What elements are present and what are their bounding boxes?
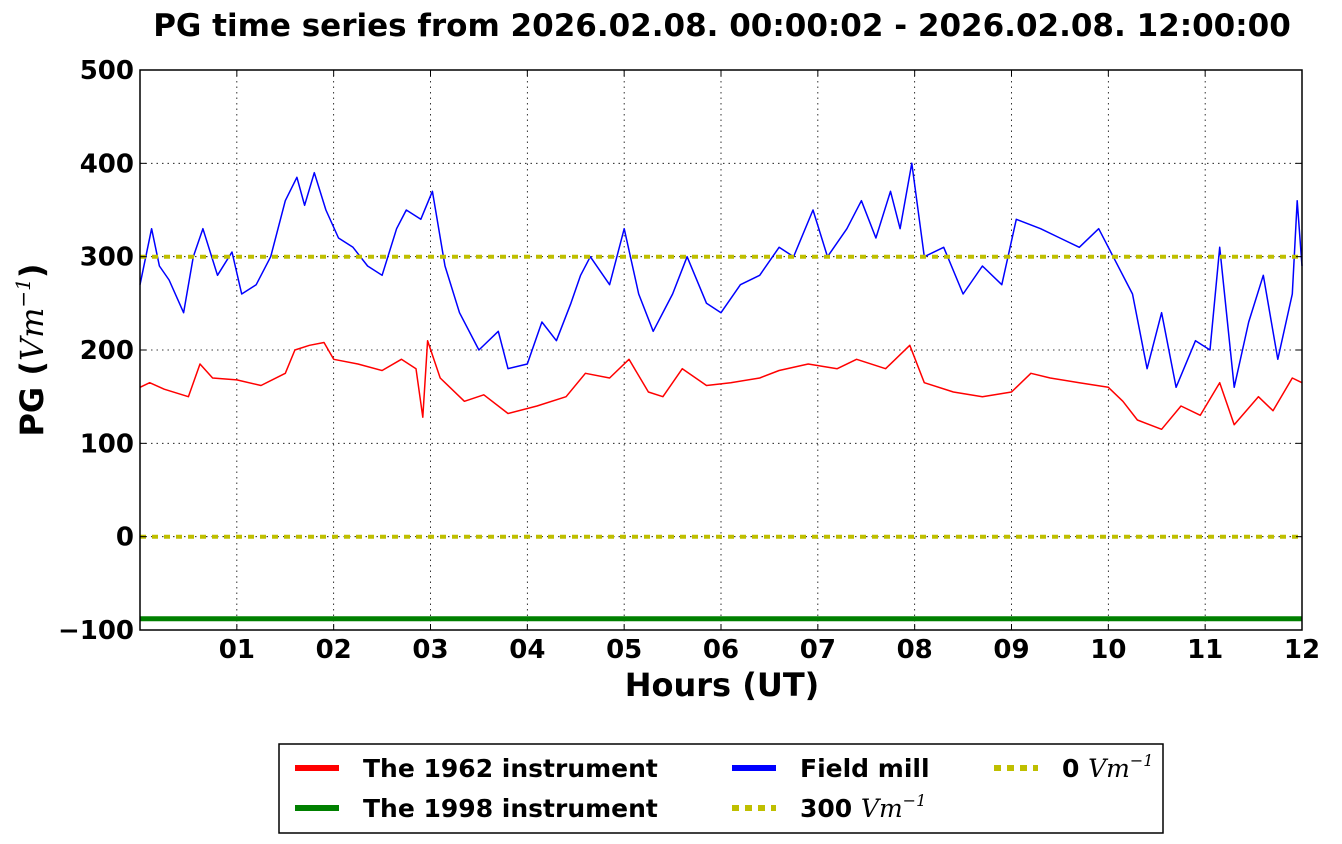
series-line-3: [139, 162, 1303, 389]
x-tick-label: 08: [897, 635, 933, 665]
legend-entry-text: The 1962 instrument: [363, 754, 658, 783]
y-axis-label-exponent: −1: [11, 278, 35, 307]
legend-entry-label: 0 Vm−1: [1062, 751, 1153, 783]
x-tick-label: 02: [316, 635, 352, 665]
y-tick-label: 500: [80, 56, 134, 86]
legend-entry-label: The 1962 instrument: [363, 754, 658, 783]
legend-entry-exponent: −1: [1130, 751, 1154, 770]
y-axis-label-unit: Vm: [13, 308, 51, 361]
y-tick-label: 400: [80, 149, 134, 179]
y-axis-label: PG (Vm−1): [11, 263, 51, 436]
series-layer: [139, 162, 1303, 622]
legend-entry-unit: Vm: [861, 794, 903, 823]
x-tick-label: 11: [1187, 635, 1223, 665]
axis-ticks: 01 02 03 04 05 06 07 08 09 10 11 12 −100 0 100 200 300 40…: [58, 56, 1320, 665]
legend-entry-label: 300 Vm−1: [800, 791, 926, 823]
series-line-1: [139, 339, 1303, 431]
legend-entry-text: 300: [800, 794, 861, 823]
y-tick-label: −100: [58, 616, 134, 646]
legend-entry-label: Field mill: [800, 754, 930, 783]
x-tick-label: 06: [703, 635, 739, 665]
x-tick-label: 10: [1090, 635, 1126, 665]
y-axis-label-suffix: ): [13, 263, 51, 278]
y-tick-label: 300: [80, 243, 134, 273]
legend-entry-text: The 1998 instrument: [363, 794, 658, 823]
legend-entry-unit: Vm: [1088, 754, 1130, 783]
x-tick-label: 12: [1284, 635, 1320, 665]
legend: The 1962 instrument The 1998 instrument Fi…: [278, 743, 1164, 834]
legend-entry-label: The 1998 instrument: [363, 794, 658, 823]
x-tick-label: 05: [606, 635, 642, 665]
y-tick-label: 200: [80, 336, 134, 366]
y-axis-label-prefix: PG (: [13, 361, 51, 436]
x-tick-label: 09: [993, 635, 1029, 665]
legend-entry-exponent: −1: [903, 791, 927, 810]
y-tick-label: 100: [80, 429, 134, 459]
x-tick-label: 04: [509, 635, 545, 665]
legend-entry-text: 0: [1062, 754, 1088, 783]
grid-lines: [140, 70, 1302, 630]
x-axis-label: Hours (UT): [625, 666, 820, 704]
y-tick-label: 0: [116, 523, 134, 553]
legend-entry-text: Field mill: [800, 754, 930, 783]
x-tick-label: 01: [219, 635, 255, 665]
legend-box: [278, 743, 1164, 834]
x-tick-label: 03: [412, 635, 448, 665]
chart-title: PG time series from 2026.02.08. 00:00:02…: [153, 8, 1291, 44]
x-tick-label: 07: [800, 635, 836, 665]
